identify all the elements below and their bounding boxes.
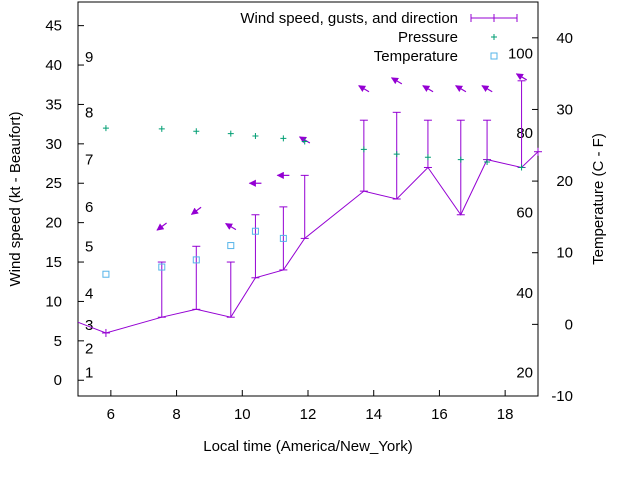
y-right-axis-label: Temperature (C - F) bbox=[590, 133, 607, 265]
beaufort-label: 4 bbox=[85, 286, 93, 303]
pressure-point bbox=[158, 125, 165, 132]
beaufort-label: 7 bbox=[85, 152, 93, 169]
wind-direction-arrow bbox=[515, 73, 528, 81]
wind-direction-arrow bbox=[190, 206, 202, 215]
legend-label-pressure: Pressure bbox=[398, 29, 458, 46]
beaufort-label: 5 bbox=[85, 238, 93, 255]
y-right-tick-label: 20 bbox=[556, 173, 573, 190]
beaufort-label: 1 bbox=[85, 364, 93, 381]
wind-direction-arrow bbox=[455, 85, 467, 93]
fahrenheit-label: 100 bbox=[508, 46, 533, 63]
pressure-point bbox=[252, 132, 259, 139]
legend-swatch-pressure bbox=[491, 34, 497, 40]
x-axis-label: Local time (America/New_York) bbox=[203, 438, 413, 455]
fahrenheit-label: 40 bbox=[516, 285, 533, 302]
pressure-point bbox=[424, 154, 431, 161]
x-tick-label: 6 bbox=[107, 406, 115, 423]
plot-frame bbox=[77, 1, 539, 397]
temperature-point bbox=[158, 263, 166, 271]
x-tick-label: 10 bbox=[234, 406, 251, 423]
y-left-tick-label: 10 bbox=[45, 293, 62, 310]
y-left-tick-label: 20 bbox=[45, 215, 62, 232]
legend-label-wind: Wind speed, gusts, and direction bbox=[240, 10, 458, 27]
wind-direction-arrow bbox=[390, 77, 403, 85]
pressure-point bbox=[280, 135, 287, 142]
y-right-tick-label: 0 bbox=[565, 316, 573, 333]
x-tick-label: 18 bbox=[497, 406, 514, 423]
wind-direction-arrow bbox=[422, 85, 434, 93]
legend-label-temperature: Temperature bbox=[374, 48, 458, 65]
beaufort-label: 9 bbox=[85, 49, 93, 66]
x-tick-label: 16 bbox=[431, 406, 448, 423]
wind-direction-arrow bbox=[156, 222, 167, 231]
pressure-point bbox=[301, 138, 308, 145]
y-right-tick-label: 30 bbox=[556, 101, 573, 118]
wind-direction-arrow bbox=[225, 222, 237, 231]
beaufort-label: 2 bbox=[85, 341, 93, 358]
y-left-axis-label: Wind speed (kt - Beaufort) bbox=[7, 111, 24, 286]
temperature-point bbox=[279, 234, 287, 242]
y-left-tick-label: 35 bbox=[45, 96, 62, 113]
fahrenheit-label: 60 bbox=[516, 205, 533, 222]
pressure-point bbox=[457, 156, 464, 163]
legend-swatch-temperature bbox=[490, 52, 498, 60]
y-left-tick-label: 15 bbox=[45, 254, 62, 271]
x-tick-label: 12 bbox=[300, 406, 317, 423]
y-left-tick-label: 40 bbox=[45, 57, 62, 74]
pressure-point bbox=[193, 128, 200, 135]
y-left-tick-label: 30 bbox=[45, 136, 62, 153]
beaufort-label: 8 bbox=[85, 104, 93, 121]
temperature-point bbox=[251, 227, 259, 235]
y-left-tick-label: 5 bbox=[54, 333, 62, 350]
fahrenheit-label: 80 bbox=[516, 125, 533, 142]
y-left-tick-label: 45 bbox=[45, 18, 62, 35]
wind-speed-line bbox=[78, 151, 538, 334]
wind-direction-arrow bbox=[481, 85, 493, 93]
temperature-point bbox=[102, 270, 110, 278]
pressure-point bbox=[484, 158, 491, 165]
temperature-point bbox=[227, 242, 235, 250]
y-right-tick-label: -10 bbox=[551, 388, 573, 405]
y-right-tick-label: 10 bbox=[556, 245, 573, 262]
beaufort-label: 3 bbox=[85, 317, 93, 334]
y-left-tick-label: 25 bbox=[45, 175, 62, 192]
temperature-point bbox=[192, 256, 200, 264]
beaufort-label: 6 bbox=[85, 199, 93, 216]
x-tick-label: 8 bbox=[172, 406, 180, 423]
x-tick-label: 14 bbox=[365, 406, 382, 423]
fahrenheit-label: 20 bbox=[516, 364, 533, 381]
pressure-point bbox=[360, 146, 367, 153]
pressure-point bbox=[227, 130, 234, 137]
pressure-point bbox=[102, 125, 109, 132]
pressure-point bbox=[518, 164, 525, 171]
pressure-point bbox=[393, 151, 400, 158]
y-right-tick-label: 40 bbox=[556, 30, 573, 47]
wind-direction-arrow bbox=[358, 85, 370, 93]
y-left-tick-label: 0 bbox=[54, 372, 62, 389]
